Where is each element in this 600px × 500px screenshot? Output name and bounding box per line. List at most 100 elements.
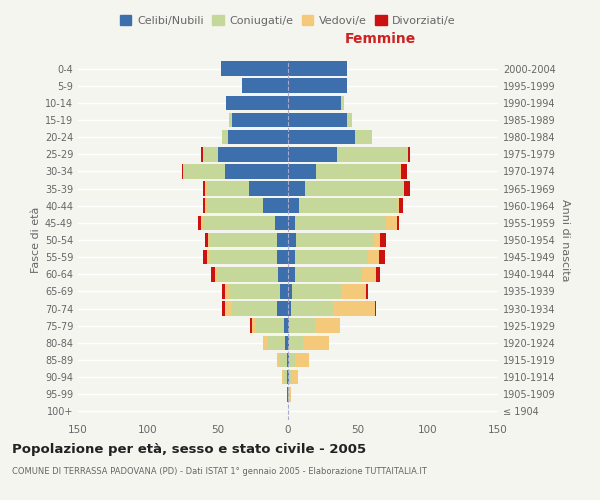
Bar (288, 182, 305, 196)
Bar (291, 302, 333, 316)
Bar (341, 284, 367, 298)
Bar (280, 352, 287, 368)
Bar (201, 147, 203, 162)
Bar (280, 284, 288, 298)
Bar (204, 147, 218, 162)
Bar (295, 250, 368, 264)
Bar (225, 164, 288, 178)
Bar (397, 216, 398, 230)
Bar (398, 198, 403, 213)
Bar (203, 182, 205, 196)
Bar (207, 182, 249, 196)
Bar (409, 147, 410, 162)
Bar (288, 370, 289, 384)
Bar (333, 302, 375, 316)
Text: Femmine: Femmine (345, 32, 416, 46)
Bar (182, 164, 183, 178)
Bar (304, 336, 329, 350)
Bar (228, 130, 288, 144)
Bar (203, 198, 205, 213)
Bar (289, 370, 292, 384)
Bar (288, 112, 347, 128)
Bar (268, 336, 285, 350)
Bar (225, 302, 232, 316)
Bar (295, 216, 386, 230)
Bar (400, 164, 401, 178)
Bar (288, 164, 316, 178)
Bar (314, 318, 340, 333)
Bar (277, 232, 288, 248)
Bar (305, 182, 403, 196)
Bar (208, 232, 209, 248)
Bar (226, 96, 288, 110)
Bar (205, 198, 207, 213)
Bar (203, 250, 207, 264)
Bar (288, 130, 355, 144)
Bar (288, 352, 289, 368)
Bar (337, 147, 407, 162)
Bar (379, 250, 385, 264)
Bar (256, 318, 284, 333)
Bar (288, 336, 289, 350)
Bar (289, 336, 304, 350)
Bar (288, 302, 291, 316)
Bar (229, 284, 280, 298)
Bar (401, 164, 407, 178)
Bar (205, 182, 207, 196)
Bar (288, 387, 289, 402)
Y-axis label: Anni di nascita: Anni di nascita (560, 198, 570, 281)
Bar (207, 250, 209, 264)
Bar (288, 78, 347, 93)
Bar (250, 318, 251, 333)
Bar (316, 164, 400, 178)
Bar (222, 284, 225, 298)
Bar (299, 198, 397, 213)
Bar (288, 250, 295, 264)
Bar (287, 352, 288, 368)
Bar (355, 130, 372, 144)
Y-axis label: Fasce di età: Fasce di età (31, 207, 41, 273)
Bar (373, 232, 380, 248)
Bar (295, 352, 309, 368)
Bar (249, 182, 288, 196)
Bar (285, 336, 288, 350)
Bar (341, 96, 344, 110)
Bar (201, 216, 203, 230)
Bar (287, 370, 288, 384)
Bar (284, 318, 288, 333)
Bar (288, 216, 295, 230)
Bar (287, 387, 288, 402)
Bar (203, 216, 275, 230)
Bar (263, 198, 288, 213)
Bar (367, 284, 368, 298)
Bar (288, 232, 296, 248)
Bar (222, 302, 225, 316)
Bar (362, 267, 376, 281)
Bar (283, 370, 284, 384)
Text: Popolazione per età, sesso e stato civile - 2005: Popolazione per età, sesso e stato civil… (12, 442, 366, 456)
Bar (218, 267, 278, 281)
Bar (368, 250, 379, 264)
Bar (397, 198, 398, 213)
Bar (277, 302, 288, 316)
Bar (289, 352, 295, 368)
Bar (295, 267, 362, 281)
Bar (221, 62, 288, 76)
Bar (242, 78, 288, 93)
Bar (288, 198, 299, 213)
Bar (215, 267, 218, 281)
Bar (375, 302, 376, 316)
Bar (292, 370, 298, 384)
Bar (232, 302, 277, 316)
Bar (288, 284, 292, 298)
Bar (218, 147, 288, 162)
Bar (232, 112, 288, 128)
Bar (277, 352, 280, 368)
Bar (251, 318, 256, 333)
Bar (296, 232, 373, 248)
Bar (222, 130, 228, 144)
Text: COMUNE DI TERRASSA PADOVANA (PD) - Dati ISTAT 1° gennaio 2005 - Elaborazione TUT: COMUNE DI TERRASSA PADOVANA (PD) - Dati … (12, 468, 427, 476)
Bar (386, 216, 397, 230)
Bar (288, 62, 347, 76)
Bar (209, 232, 277, 248)
